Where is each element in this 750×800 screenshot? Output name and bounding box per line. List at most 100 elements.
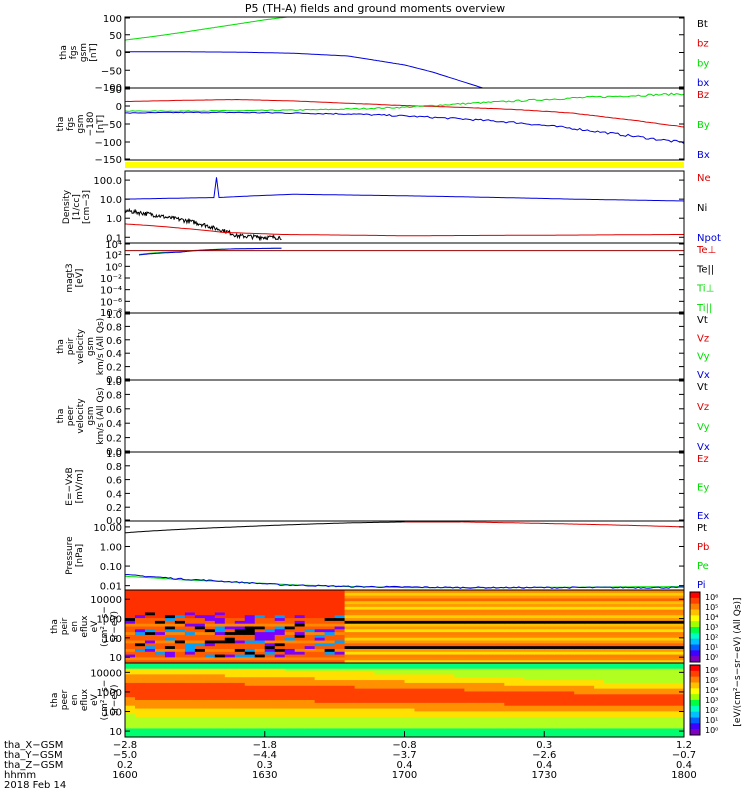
ytick-label: 0.6	[106, 405, 122, 416]
legend-Vx: Vx	[697, 442, 710, 453]
xrow-label: tha_Y−GSM	[4, 750, 63, 761]
series-Ti2	[138, 247, 282, 256]
ylabel-line: [1/cc]	[72, 194, 82, 220]
ytick-label: 1.0	[106, 377, 122, 388]
panel-e_field: 1.0 0.8 0.6 0.4 0.2 0.0 E=−VxB [mV/m] Ez Ey Ex	[65, 449, 709, 527]
ylabel-line: eflux	[80, 688, 90, 711]
legend-By: By	[697, 120, 710, 131]
series-by	[124, 16, 288, 41]
ytick-label: 100	[103, 708, 122, 719]
ylabel-line: peer	[66, 405, 76, 426]
panel-frame	[124, 312, 685, 381]
ytick-label: 1000	[97, 688, 122, 699]
ylabel-line: [cm−3]	[82, 190, 92, 224]
series-Pe	[124, 575, 684, 589]
legend-bz: bz	[697, 39, 709, 50]
legend-Pt: Pt	[697, 523, 707, 534]
panel-fgs_gsm_dc: 50 0 −50 −100 −150 tha fgs gsm −180 [nT] Bz By Bx	[56, 85, 710, 166]
xrow-value: 0.2	[117, 760, 133, 771]
legend-Ni: Ni	[697, 203, 707, 214]
xrow-value: 1800	[671, 770, 696, 781]
ylabel-line: (cm²−s−	[100, 680, 110, 721]
ylabel-line: km/s (All Qs)	[96, 318, 106, 375]
ylabel-line: tha	[59, 45, 69, 60]
xrow-label: tha_Z−GSM	[4, 760, 63, 771]
ytick-label: 10⁻⁶	[100, 297, 122, 308]
series-Pt	[124, 521, 461, 534]
ytick-label: 0.0	[106, 375, 122, 386]
xrow-value: 0.4	[536, 760, 552, 771]
legend-Vy: Vy	[697, 422, 710, 433]
ytick-label: 10000	[90, 595, 122, 606]
ytick-label: −50	[101, 120, 122, 131]
legend-Bx: Bx	[697, 150, 710, 161]
chart-title: P5 (TH-A) fields and ground moments over…	[245, 2, 505, 15]
colorbar-label: 10²	[705, 633, 718, 642]
legend-Vt: Vt	[697, 315, 708, 326]
xrow-value: −3.7	[392, 750, 416, 761]
panel-frame	[124, 87, 685, 161]
yellow-status-bar	[125, 162, 684, 168]
legend-Vz: Vz	[697, 333, 709, 344]
legend-Te⊥: Te⊥	[696, 245, 716, 256]
xrow-value: 0.4	[397, 760, 413, 771]
ylabel-line: gsm	[86, 337, 96, 356]
panel-peer_eflux: 10000 1000 100 10 tha peer en eflux eV (cm²−s− sr−…	[50, 662, 685, 738]
xrow-label: tha_X−GSM	[4, 740, 63, 751]
ylabel-line: [eV]	[75, 269, 85, 288]
ylabel-line: gsm	[79, 43, 89, 62]
ylabel-line: −180	[86, 111, 96, 136]
colorbar-label: 10¹	[705, 643, 718, 652]
legend-Ez: Ez	[697, 454, 709, 465]
series-Pb	[404, 521, 684, 528]
xrow-value: −0.7	[672, 750, 696, 761]
ylabel-line: velocity	[76, 398, 86, 434]
legend-Te||: Te||	[696, 264, 714, 275]
ylabel-line: [nT]	[89, 43, 99, 61]
ytick-label: 1.00	[100, 542, 122, 553]
colorbar-label: 10⁵	[705, 603, 718, 612]
colorbar-label: 10⁰	[705, 726, 718, 735]
ylabel-line: fgs	[66, 117, 76, 131]
legend-Vt: Vt	[697, 382, 708, 393]
series-Bz	[124, 98, 685, 128]
colorbar-label: 10⁴	[705, 613, 718, 622]
xrow-value: −4.4	[253, 750, 277, 761]
legend-Ti||: Ti||	[696, 303, 712, 314]
ytick-label: 10000	[90, 668, 122, 679]
panel-frame	[124, 242, 685, 314]
xrow-label: hhmm	[4, 770, 36, 781]
legend-bx: bx	[697, 78, 709, 89]
legend-Pi: Pi	[697, 580, 706, 591]
xrow-value: 1600	[112, 770, 137, 781]
ylabel-line: [mV/m]	[75, 470, 85, 504]
ytick-label: 100	[103, 634, 122, 645]
legend-Ne: Ne	[697, 173, 711, 184]
ytick-label: −50	[101, 66, 122, 77]
ytick-label: 0.0	[106, 516, 122, 527]
panel-frame	[124, 379, 685, 453]
ylabel-line: tha	[56, 117, 66, 132]
ylabel-line: peir	[60, 617, 70, 635]
ylabel-line: [nPa]	[75, 544, 85, 567]
ytick-label: 0	[116, 49, 122, 60]
colorbar-label: 10⁴	[705, 686, 718, 695]
ytick-label: 0.2	[106, 503, 122, 514]
ytick-label: 1.0	[106, 310, 122, 321]
ylabel-line: en	[70, 694, 80, 705]
series-Ne	[124, 223, 684, 237]
panel-pressure: 10.00 1.00 0.10 0.01 Pressure [nPa] Pt Pb Pe Pi	[65, 520, 709, 593]
ylabel-line: velocity	[76, 328, 86, 364]
ytick-label: 10⁰	[105, 262, 122, 273]
ytick-label: −100	[95, 138, 122, 149]
ylabel-line: peir	[66, 337, 76, 355]
legend-Bz: Bz	[697, 90, 709, 101]
colorbar-label: 10²	[705, 706, 718, 715]
ytick-label: 0.8	[106, 390, 122, 401]
ytick-label: 0.10	[100, 562, 122, 573]
colorbar-label: 10¹	[705, 716, 718, 725]
ytick-label: 1.0	[106, 214, 122, 225]
spectrogram-peer_eflux	[125, 663, 685, 738]
